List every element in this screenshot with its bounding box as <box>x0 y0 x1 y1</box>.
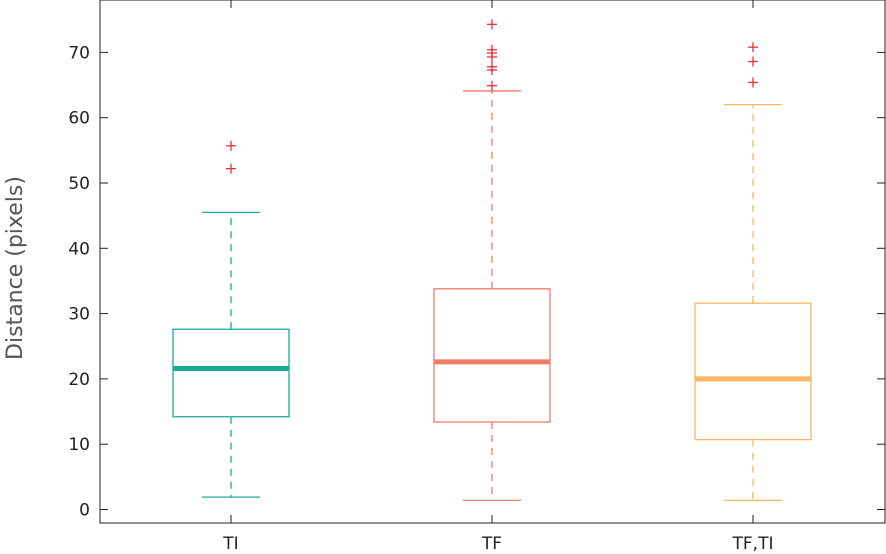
y-tick-label: 0 <box>79 501 90 521</box>
x-tick-label: TF,TI <box>732 534 774 554</box>
y-tick-label: 40 <box>68 239 90 259</box>
iqr-box <box>172 328 290 418</box>
iqr-box <box>694 302 812 441</box>
y-axis: 0 10 20 30 40 50 60 70 <box>68 43 885 521</box>
y-axis-label: Distance (pixels) <box>3 176 28 360</box>
y-tick-label: 30 <box>68 305 90 325</box>
outlier-marker <box>487 61 497 72</box>
boxes <box>172 19 812 502</box>
iqr-box <box>433 288 551 423</box>
y-tick-label: 10 <box>68 435 90 455</box>
outlier-marker <box>487 19 497 30</box>
outlier-marker <box>748 56 758 67</box>
outlier-marker <box>487 44 497 55</box>
x-axis: TI TF TF,TI <box>222 0 773 554</box>
box-group <box>694 42 812 502</box>
y-tick-label: 60 <box>68 109 90 129</box>
box-group <box>172 140 290 498</box>
outlier-marker <box>748 77 758 88</box>
x-tick-label: TI <box>222 534 238 554</box>
box-group <box>433 19 551 502</box>
outlier-marker <box>226 140 236 151</box>
outlier-marker <box>487 80 497 91</box>
y-tick-label: 20 <box>68 370 90 390</box>
outlier-marker <box>226 163 236 174</box>
y-tick-label: 50 <box>68 174 90 194</box>
outlier-marker <box>748 42 758 53</box>
y-tick-label: 70 <box>68 43 90 63</box>
x-tick-label: TF <box>481 534 502 554</box>
